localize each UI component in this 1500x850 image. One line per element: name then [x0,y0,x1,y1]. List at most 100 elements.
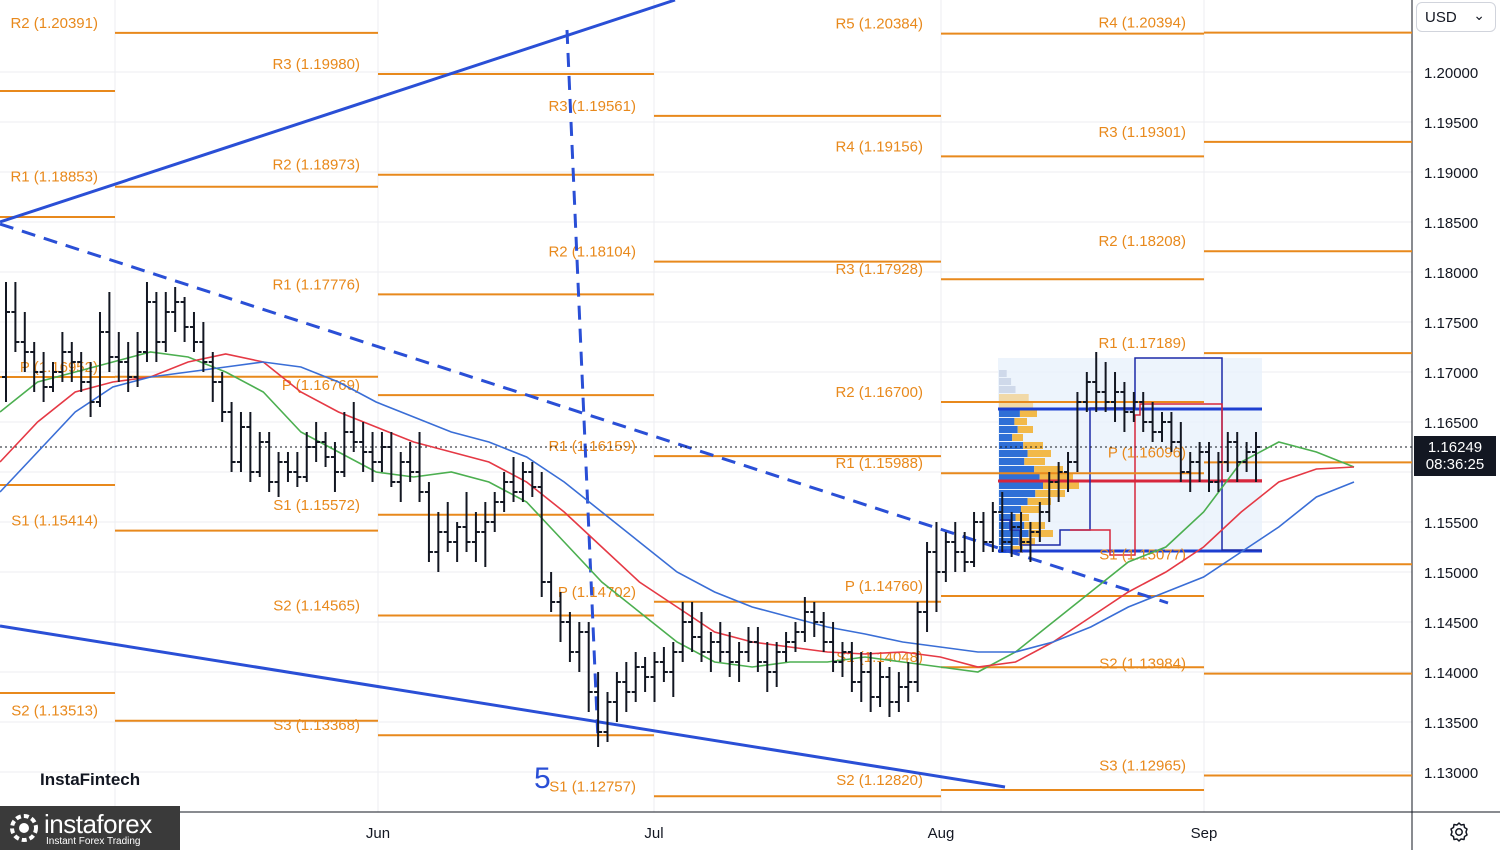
currency-select[interactable]: USD ⌄ [1416,2,1496,32]
price-tick-label: 1.16500 [1424,415,1478,432]
profile-bar-secondary [1024,458,1045,465]
instaforex-logo-icon [10,814,38,842]
profile-bar [999,482,1043,489]
pivot-label: P (1.14760) [845,578,923,595]
profile-bar-secondary [1021,506,1039,513]
pivot-label: S3 (1.13368) [273,717,360,734]
profile-bar [999,506,1021,513]
profile-outline-red [1070,403,1262,556]
profile-bar [999,418,1015,425]
profile-bar-secondary [1028,530,1053,537]
profile-bar [999,386,1016,393]
pivot-label: R1 (1.16159) [548,438,636,455]
profile-bar-secondary [1043,482,1079,489]
pivot-label: P (1.16952) [20,359,98,376]
pivot-label: R5 (1.20384) [835,16,923,33]
pivot-label: S2 (1.13513) [11,703,98,720]
pivot-label: R1 (1.18853) [10,169,98,186]
pivot-label: R3 (1.19301) [1098,124,1186,141]
profile-bar [999,474,1040,481]
profile-bar-secondary [1014,418,1027,425]
instaforex-tagline: Instant Forex Trading [46,836,141,847]
profile-bar-secondary [1027,498,1051,505]
upper-trend-line [0,0,676,224]
month-tick-label: Jul [644,825,663,842]
price-tick-label: 1.15000 [1424,565,1478,582]
price-axis[interactable]: 1.13000 1.13500 1.14000 1.14500 1.15000 1.155… [1424,65,1478,782]
moving-average-blue [0,361,1355,653]
instaforex-name: instaforex [44,809,152,839]
profile-bar-secondary [1017,426,1033,433]
profile-bar [999,378,1012,385]
pivot-label: P (1.16096) [1108,444,1186,461]
profile-bar [999,466,1035,473]
price-tick-label: 1.18500 [1424,215,1478,232]
pivot-label: R4 (1.20394) [1098,15,1186,32]
month-tick-label: Aug [928,825,955,842]
profile-bar-secondary [1015,514,1029,521]
profile-bar-secondary [1034,466,1063,473]
pivot-label: R1 (1.17189) [1098,335,1186,352]
wave-vertical-line [565,29,600,741]
profile-bar [999,426,1018,433]
bar-countdown: 08:36:25 [1425,456,1485,473]
pivot-label: R4 (1.19156) [835,138,923,155]
profile-bar-secondary [1039,474,1073,481]
moving-average-green [0,351,1355,673]
pivot-label: S1 (1.12757) [549,778,636,795]
profile-bar-secondary [1012,434,1023,441]
profile-bar-secondary [1023,442,1043,449]
price-tick-label: 1.17500 [1424,315,1478,332]
pivot-label: R1 (1.17776) [272,276,360,293]
pivot-label: P (1.16769) [282,377,360,394]
profile-bar [999,410,1020,417]
instafintech-logo: InstaFintech [40,770,141,789]
profile-bar [999,458,1025,465]
price-tick-label: 1.13000 [1424,765,1478,782]
pivot-label: P (1.14702) [558,584,636,601]
profile-bar [999,514,1016,521]
chevron-down-icon: ⌄ [1473,7,1485,23]
profile-bar [999,530,1029,537]
price-tick-label: 1.20000 [1424,65,1478,82]
settings-gear-icon[interactable] [1447,820,1471,844]
profile-bar [999,394,1029,401]
moving-averages [0,351,1355,673]
pivot-label: S1 (1.15572) [273,497,360,514]
pivot-label: S2 (1.13984) [1099,656,1186,673]
pivot-label: S1 (1.15077) [1099,546,1186,563]
profile-bar [999,498,1028,505]
price-tick-label: 1.14500 [1424,615,1478,632]
profile-bar [999,370,1007,377]
pivot-label: R2 (1.18208) [1098,233,1186,250]
pivot-label: R3 (1.19980) [272,56,360,73]
pivot-label: R2 (1.20391) [10,15,98,32]
price-tick-label: 1.14000 [1424,665,1478,682]
lower-trend-line [0,624,1006,789]
price-tick-label: 1.19000 [1424,165,1478,182]
instaforex-logo: instaforex Instant Forex Trading [0,806,180,850]
pivot-label: S2 (1.14565) [273,598,360,615]
pivot-label: S2 (1.12820) [836,772,923,789]
price-tick-label: 1.18000 [1424,265,1478,282]
pivot-levels: R2 (1.20391) R1 (1.18853) P (1.16952) S1 (1… [0,15,1412,798]
pivot-label: S3 (1.12965) [1099,758,1186,775]
profile-bar-secondary [1019,410,1037,417]
price-tick-label: 1.19500 [1424,115,1478,132]
current-price-value: 1.16249 [1427,439,1483,456]
pivot-label: R3 (1.17928) [835,261,923,278]
price-tick-label: 1.17000 [1424,365,1478,382]
month-tick-label: Jun [366,825,390,842]
currency-label: USD [1425,9,1457,26]
pivot-label: R3 (1.19561) [548,98,636,115]
price-tick-label: 1.15500 [1424,515,1478,532]
pivot-label: R1 (1.15988) [835,455,923,472]
moving-average-red [0,353,1355,668]
time-axis[interactable]: Jun Jul Aug Sep [366,825,1217,842]
ohlc-bars [2,282,1260,747]
profile-bar [999,442,1024,449]
pivot-label: R2 (1.18973) [272,157,360,174]
profile-bar [999,434,1013,441]
